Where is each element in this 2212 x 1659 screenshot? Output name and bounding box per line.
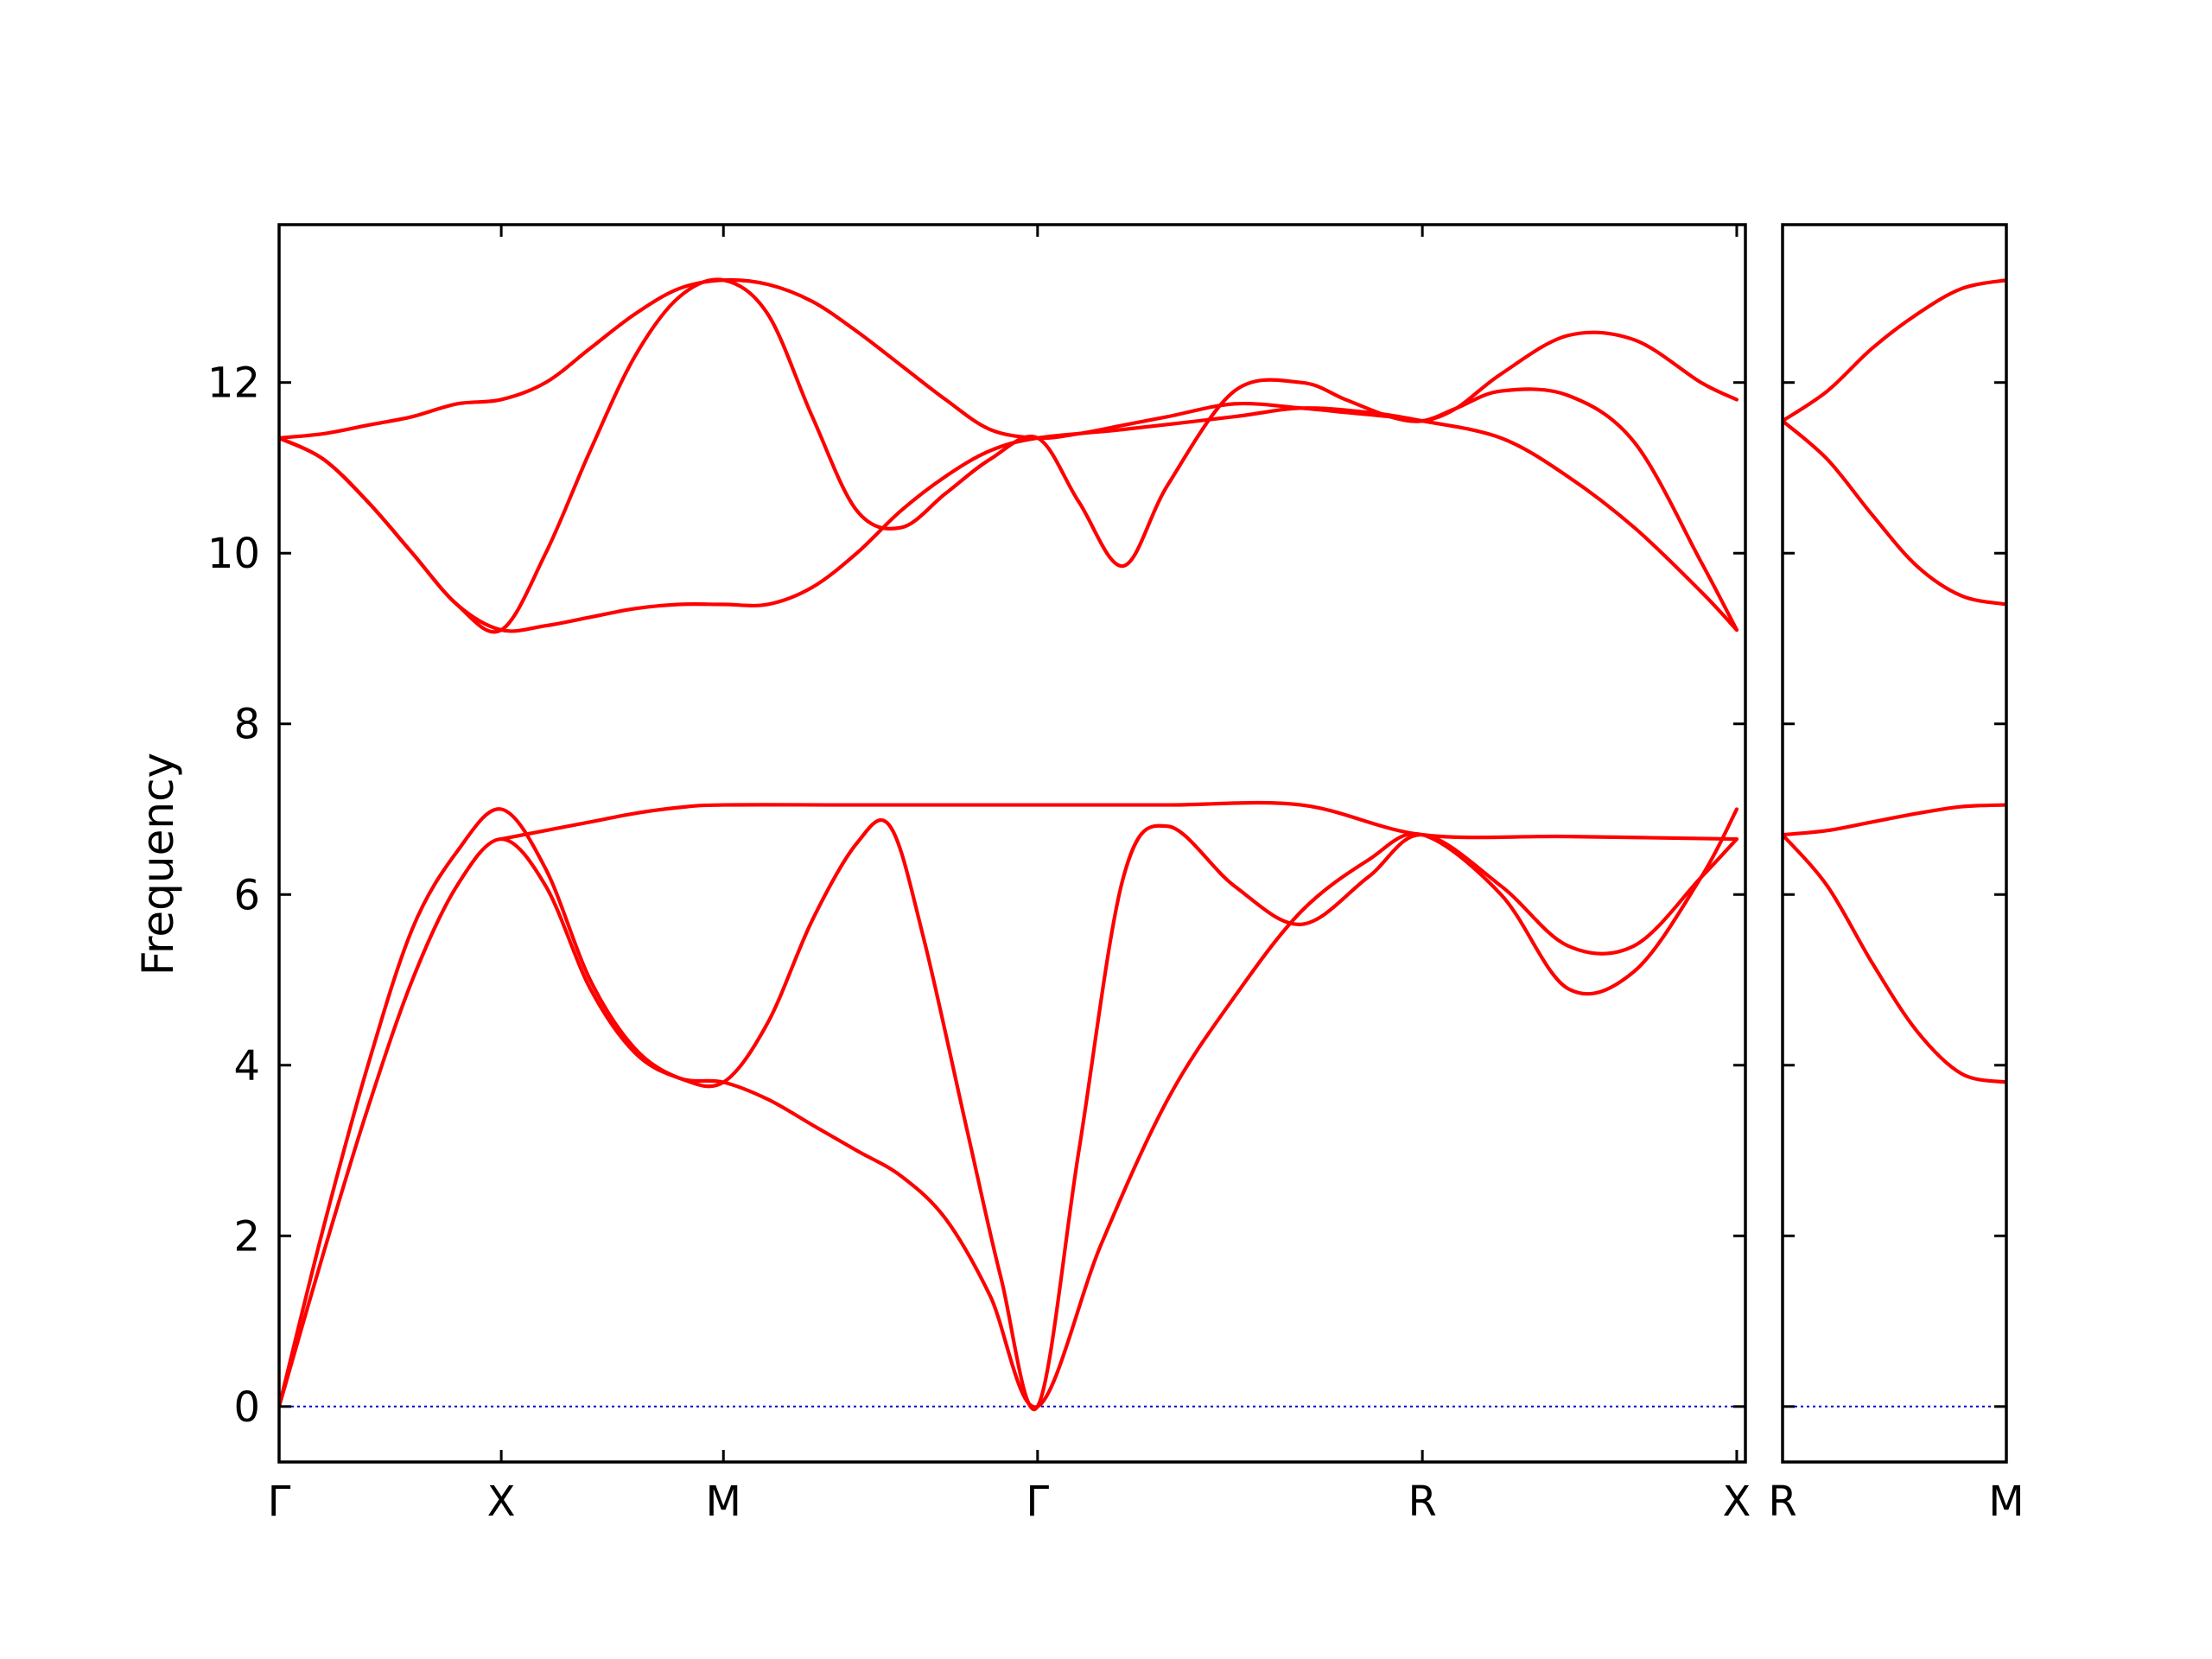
y-tick-label: 4 bbox=[233, 1042, 260, 1090]
x-tick-label: X bbox=[1723, 1478, 1751, 1526]
x-tick-label: R bbox=[1408, 1478, 1436, 1526]
band-line-1 bbox=[1783, 278, 2006, 423]
band-lines bbox=[279, 277, 1739, 1411]
band-line-2 bbox=[279, 818, 1739, 1411]
band-line-3 bbox=[1783, 803, 2006, 837]
y-tick-label: 10 bbox=[207, 530, 260, 578]
y-tick-label: 0 bbox=[233, 1383, 260, 1432]
plot-frame bbox=[277, 223, 1747, 1464]
x-tick-label: M bbox=[1988, 1478, 2024, 1526]
x-tick-label: X bbox=[487, 1478, 516, 1526]
band-line-1 bbox=[279, 807, 1739, 1409]
y-tick-label: 12 bbox=[207, 359, 260, 408]
y-tick-label: 2 bbox=[233, 1212, 260, 1261]
panel-main: 0 2 4 6 8 10 12 Γ X M Γ R X bbox=[207, 223, 1751, 1526]
band-line-3 bbox=[499, 800, 1739, 842]
plot-frame bbox=[1781, 223, 2008, 1464]
y-tick-label: 8 bbox=[233, 701, 260, 749]
x-tick-label: Γ bbox=[1026, 1478, 1049, 1526]
y-axis-title: Frequency bbox=[133, 753, 183, 976]
band-line-4 bbox=[279, 277, 1739, 441]
x-tick-label: R bbox=[1768, 1478, 1796, 1526]
x-tick-label: M bbox=[706, 1478, 741, 1526]
y-tick-label: 6 bbox=[233, 871, 260, 919]
band-lines bbox=[1783, 278, 2006, 1084]
band-line-2 bbox=[1783, 419, 2006, 607]
y-axis-label: Frequency bbox=[133, 753, 183, 976]
band-line-5 bbox=[279, 277, 1739, 634]
x-tick-label: Γ bbox=[268, 1478, 291, 1526]
band-line-4 bbox=[1783, 833, 2006, 1084]
band-line-6 bbox=[279, 406, 1739, 633]
